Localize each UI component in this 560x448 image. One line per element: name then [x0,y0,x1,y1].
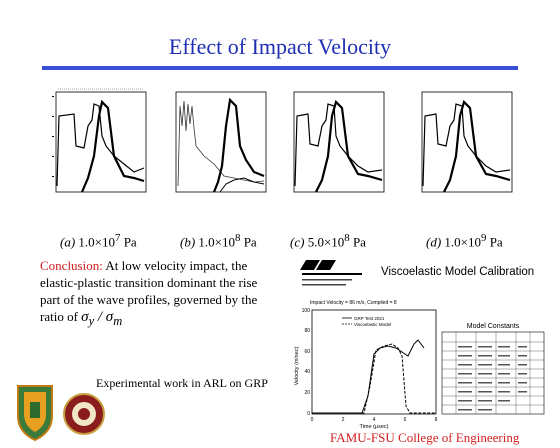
y-tick: 100 [302,308,311,314]
x-tick: 0 [311,417,314,423]
x-axis-label: Time (μsec) [360,424,389,430]
title-rule [42,66,518,70]
arl-logo-icon [300,260,362,286]
model-constants-table: Model Constants [440,320,546,416]
conclusion-body: At low velocity impact, the elastic-plas… [40,258,258,324]
caption-a: (a) 1.0×107 Pa [60,232,137,250]
famu-seal-icon [17,385,53,442]
conclusion-text: Conclusion: At low velocity impact, the … [40,257,280,330]
legend-entry: GRP Test 2021 [354,316,385,321]
constants-title: Model Constants [467,323,520,330]
slide-title: Effect of Impact Velocity [168,34,392,59]
y-tick: 40 [304,369,310,375]
y-axis-label: Velocity (m/sec) [294,346,300,385]
x-tick: 8 [435,417,438,423]
plot-title: Impact Velocity = 86 m/s, Compiled = 8 [310,300,397,306]
calibration-title: Viscoelastic Model Calibration [381,266,535,278]
x-tick: 4 [373,417,376,423]
conclusion-heading: Conclusion: [40,258,103,273]
wave-profile-plot-c [282,86,388,204]
caption-c: (c) 5.0×108 Pa [290,232,366,250]
experimental-note: Experimental work in ARL on GRP [96,376,268,390]
y-tick: 60 [304,349,310,355]
wave-profile-plot-a [44,86,150,204]
wave-profile-plot-d [410,86,516,204]
x-tick: 6 [404,417,407,423]
y-tick: 80 [304,328,310,334]
legend-entry: Viscoelastic Model [354,322,391,327]
fsu-seal-icon [63,393,105,435]
x-tick: 2 [342,417,345,423]
caption-b: (b) 1.0×108 Pa [180,232,257,250]
wave-profile-plot-b [164,86,270,204]
caption-d: (d) 1.0×109 Pa [426,232,503,250]
y-tick: 20 [304,390,310,396]
footer-college: FAMU-FSU College of Engineering [330,430,520,445]
sigma-ratio: σy / σm [81,309,123,328]
y-tick: 0 [307,411,310,417]
velocity-plot: Impact Velocity = 86 m/s, Compiled = 8 0… [292,296,442,430]
